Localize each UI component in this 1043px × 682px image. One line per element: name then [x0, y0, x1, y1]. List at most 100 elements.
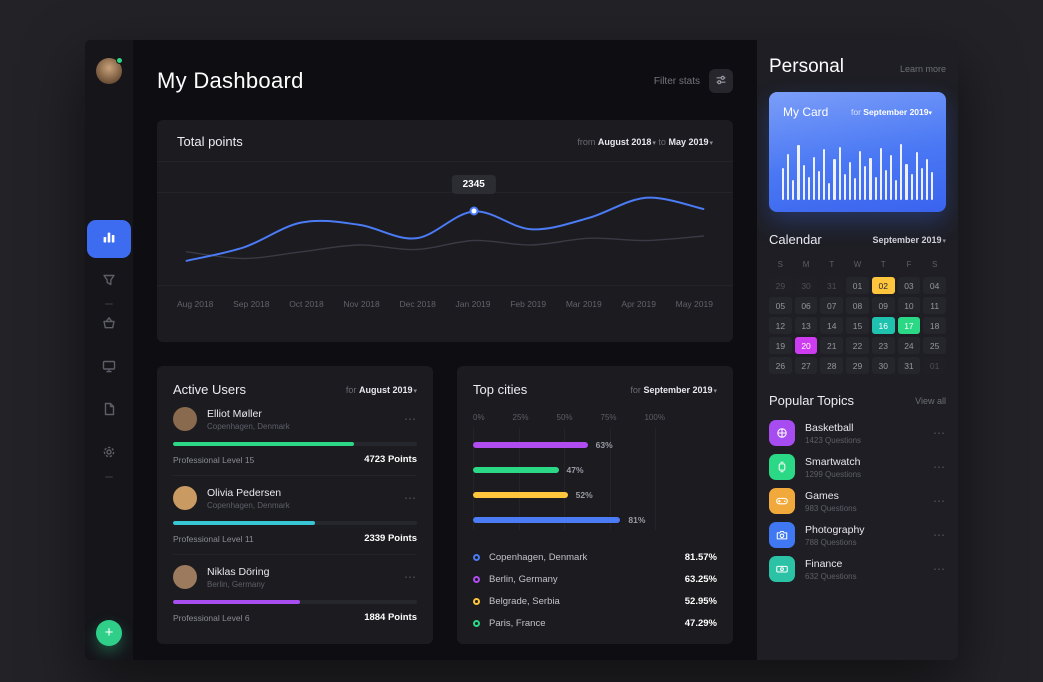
calendar-day[interactable]: 11 — [923, 297, 946, 314]
calendar-day[interactable]: 13 — [794, 317, 818, 334]
calendar-day[interactable]: 19 — [769, 337, 792, 354]
gridline — [473, 428, 474, 530]
chart-highlight-dot[interactable] — [469, 206, 479, 216]
calendar-day[interactable]: 27 — [794, 357, 818, 374]
calendar-day[interactable]: 15 — [846, 317, 869, 334]
calendar-day[interactable]: 17 — [897, 317, 921, 334]
progress-bar — [173, 442, 417, 446]
calendar-day[interactable]: 29 — [846, 357, 869, 374]
calendar-day[interactable]: 08 — [846, 297, 869, 314]
topic-row[interactable]: Smartwatch 1299 Questions ⋯ — [769, 450, 946, 484]
calendar-day[interactable]: 09 — [871, 297, 895, 314]
calendar-day[interactable]: 04 — [923, 277, 946, 294]
period-value: August 2019 — [358, 384, 413, 395]
calendar-day[interactable]: 14 — [820, 317, 844, 334]
calendar-day[interactable]: 03 — [897, 277, 921, 294]
calendar-day[interactable]: 21 — [820, 337, 844, 354]
calendar-day[interactable]: 28 — [820, 357, 844, 374]
calendar-day[interactable]: 06 — [794, 297, 818, 314]
chevron-down-icon: ▾ — [928, 110, 932, 117]
more-options-button[interactable]: ⋯ — [404, 412, 417, 426]
more-options-button[interactable]: ⋯ — [933, 528, 946, 542]
sidebar-item-devices[interactable] — [87, 349, 131, 387]
calendar-day[interactable]: 25 — [923, 337, 946, 354]
calendar-day[interactable]: 22 — [846, 337, 869, 354]
calendar-day[interactable]: 05 — [769, 297, 792, 314]
calendar-day[interactable]: 01 — [923, 357, 946, 374]
active-users-period-select[interactable]: for August 2019▾ — [346, 385, 417, 395]
sparkline-bar — [874, 176, 877, 200]
calendar-day[interactable]: 01 — [846, 277, 869, 294]
calendar-day[interactable]: 12 — [769, 317, 792, 334]
topic-name: Photography — [805, 523, 865, 536]
date-range-select[interactable]: from August 2018▾ to May 2019▾ — [577, 137, 713, 147]
sidebar-item-documents[interactable] — [87, 392, 131, 430]
progress-bar — [173, 600, 417, 604]
calendar-day[interactable]: 29 — [769, 277, 792, 294]
user-row: Niklas Döring Berlin, Germany ⋯ Professi… — [173, 555, 417, 633]
top-cities-legend: Copenhagen, Denmark 81.57% Berlin, Germa… — [473, 546, 717, 634]
user-level: Professional Level 6 — [173, 612, 250, 623]
sidebar-item-orders[interactable] — [87, 306, 131, 344]
learn-more-link[interactable]: Learn more — [899, 64, 946, 74]
sparkline-bar — [833, 159, 836, 200]
add-button[interactable]: + — [96, 620, 122, 646]
sparkline-bar — [782, 168, 785, 200]
more-options-button[interactable]: ⋯ — [404, 491, 417, 505]
calendar-day[interactable]: 31 — [820, 277, 844, 294]
bar-row: 52% — [473, 482, 655, 507]
topic-row[interactable]: Basketball 1423 Questions ⋯ — [769, 416, 946, 450]
calendar-day[interactable]: 07 — [820, 297, 844, 314]
calendar-day[interactable]: 18 — [923, 317, 946, 334]
x-axis-label: Mar 2019 — [565, 299, 602, 309]
sparkline-bar — [900, 144, 903, 200]
top-cities-title: Top cities — [473, 382, 528, 397]
legend-item: Belgrade, Serbia 52.95% — [473, 590, 717, 612]
more-options-button[interactable]: ⋯ — [933, 562, 946, 576]
sidebar-item-settings[interactable] — [87, 435, 131, 473]
view-all-link[interactable]: View all — [915, 395, 946, 406]
calendar-day[interactable]: 02 — [871, 277, 895, 294]
topic-row[interactable]: Games 983 Questions ⋯ — [769, 484, 946, 518]
calendar-day[interactable]: 20 — [794, 337, 818, 354]
topic-row[interactable]: Finance 632 Questions ⋯ — [769, 552, 946, 586]
calendar-day[interactable]: 31 — [897, 357, 921, 374]
day-header: T — [880, 260, 886, 269]
sparkline-bar — [828, 182, 831, 200]
top-cities-period-select[interactable]: for September 2019▾ — [630, 385, 717, 395]
to-value: May 2019 — [668, 136, 709, 147]
sparkline-bar — [889, 154, 893, 200]
calendar-day[interactable]: 24 — [897, 337, 921, 354]
calendar-day[interactable]: 10 — [897, 297, 921, 314]
topic-questions: 1299 Questions — [805, 469, 862, 479]
active-users-title: Active Users — [173, 382, 246, 397]
more-options-button[interactable]: ⋯ — [933, 494, 946, 508]
my-card-period-select[interactable]: for September 2019▾ — [851, 107, 932, 117]
x-axis-label: Feb 2019 — [510, 299, 547, 309]
personal-panel: Personal Learn more My Card for Septembe… — [757, 40, 958, 660]
more-options-button[interactable]: ⋯ — [933, 426, 946, 440]
sidebar-item-dashboard[interactable] — [87, 220, 131, 258]
profile-avatar[interactable] — [96, 57, 123, 84]
app-window: + My Dashboard Filter stats Total points… — [85, 40, 958, 660]
calendar-month-select[interactable]: September 2019▾ — [872, 235, 946, 245]
legend-value: 52.95% — [684, 595, 717, 607]
calendar-day[interactable]: 23 — [871, 337, 895, 354]
sidebar-item-filters[interactable] — [87, 263, 131, 301]
more-options-button[interactable]: ⋯ — [933, 460, 946, 474]
banknote-icon — [769, 556, 795, 582]
topic-row[interactable]: Photography 788 Questions ⋯ — [769, 518, 946, 552]
filter-stats-button[interactable] — [709, 69, 733, 93]
sparkline-bar — [859, 150, 862, 200]
gridline — [518, 428, 520, 530]
calendar-day[interactable]: 30 — [871, 357, 895, 374]
calendar-day[interactable]: 16 — [871, 317, 895, 334]
calendar-day[interactable]: 30 — [794, 277, 818, 294]
bar — [473, 516, 621, 523]
more-options-button[interactable]: ⋯ — [404, 570, 417, 584]
calendar-day[interactable]: 26 — [769, 357, 792, 374]
my-card[interactable]: My Card for September 2019▾ — [769, 92, 946, 212]
chart-tooltip: 2345 — [451, 175, 496, 195]
total-points-card: Total points from August 2018▾ to May 20… — [157, 120, 733, 342]
